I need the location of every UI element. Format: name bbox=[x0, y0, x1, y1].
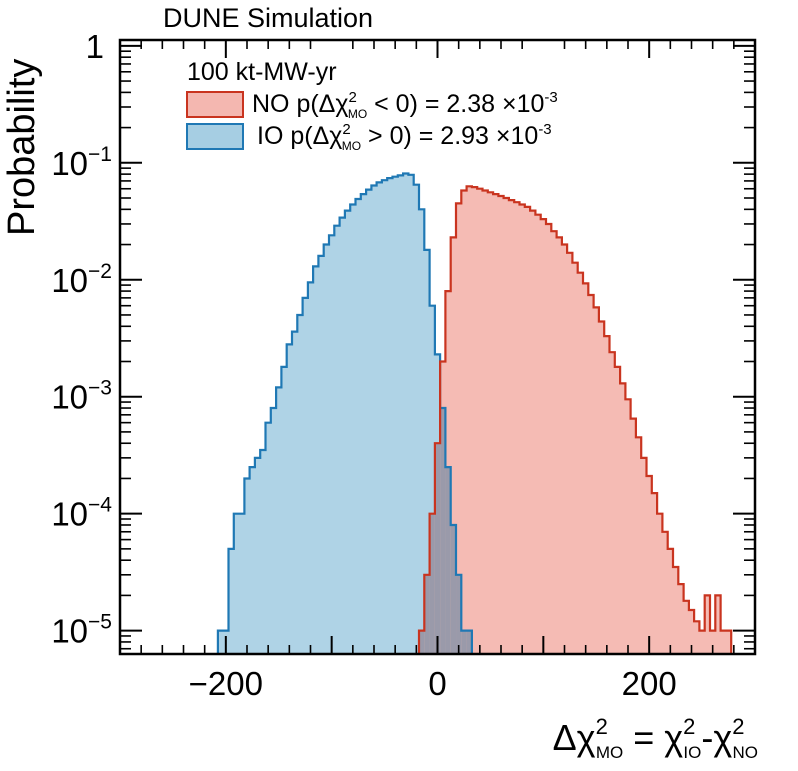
legend-io-pre: IO p(Δχ bbox=[257, 122, 342, 150]
overlap-bin bbox=[434, 443, 441, 654]
legend-io-exp: -3 bbox=[538, 121, 551, 138]
y-tick-exponent: −4 bbox=[88, 494, 112, 517]
legend-swatch-io bbox=[186, 123, 244, 150]
y-tick-label: 1 bbox=[86, 28, 104, 65]
legend-header: 100 kt-MW-yr bbox=[187, 58, 337, 86]
legend-no-sup: 2 bbox=[349, 89, 357, 106]
overlap-bin bbox=[445, 467, 451, 654]
series-no-line bbox=[417, 185, 733, 654]
legend-no-sub: MO bbox=[348, 107, 367, 121]
y-tick-label: 10−5 bbox=[51, 611, 112, 650]
legend-no-pre: NO p(Δχ bbox=[252, 90, 349, 118]
legend-io-sup: 2 bbox=[342, 121, 350, 138]
overlap-bin bbox=[440, 408, 446, 654]
x-tick-label: 200 bbox=[622, 665, 677, 702]
x-axis-label-eq: = χ bbox=[623, 717, 683, 758]
x-axis-label-sup-3: 2 bbox=[732, 714, 744, 739]
overlap-bin bbox=[424, 574, 430, 654]
y-tick-label: 10−2 bbox=[51, 260, 112, 299]
x-axis-label-sup-1: 2 bbox=[596, 714, 608, 739]
legend-no-exp: -3 bbox=[544, 89, 557, 106]
x-tick-label: −200 bbox=[189, 665, 263, 702]
x-axis-label-sup-2: 2 bbox=[683, 714, 695, 739]
legend-swatch-no bbox=[186, 91, 244, 118]
y-tick-base: 10 bbox=[51, 262, 88, 299]
x-axis-label: Δχ2 MO = χ2 IO-χ2 NO bbox=[553, 714, 758, 762]
legend: 100 kt-MW-yr NO p(Δχ2 MO < 0) = 2.38 ×10-… bbox=[186, 58, 558, 153]
x-axis-label-no: NO bbox=[733, 743, 759, 762]
y-tick-base: 10 bbox=[51, 379, 88, 416]
series-io-line bbox=[216, 172, 473, 654]
y-tick-exponent: −3 bbox=[88, 377, 112, 400]
legend-label-io: IO p(Δχ2 MO > 0) = 2.93 ×10-3 bbox=[257, 121, 552, 153]
x-axis-label-delta: Δχ bbox=[553, 717, 596, 758]
legend-no-post: < 0) = 2.38 ×10 bbox=[367, 90, 544, 118]
y-tick-base: 10 bbox=[51, 613, 88, 650]
y-tick-label: 10−4 bbox=[51, 494, 112, 533]
legend-label-no: NO p(Δχ2 MO < 0) = 2.38 ×10-3 bbox=[252, 89, 558, 121]
x-axis-label-dash: -χ bbox=[701, 717, 732, 758]
y-tick-label: 10−3 bbox=[51, 377, 112, 416]
series-no-fill bbox=[419, 186, 732, 655]
overlap-bin bbox=[418, 630, 425, 654]
x-axis-label-mo: MO bbox=[596, 743, 623, 762]
legend-io-sub: MO bbox=[342, 139, 361, 153]
x-axis-label-io: IO bbox=[683, 743, 701, 762]
overlap-bin bbox=[466, 630, 472, 654]
overlap-bin bbox=[456, 574, 462, 654]
x-tick-label: 0 bbox=[428, 665, 446, 702]
overlap-bin bbox=[450, 524, 457, 654]
legend-io-post: > 0) = 2.93 ×10 bbox=[361, 122, 538, 150]
chart-title: DUNE Simulation bbox=[163, 3, 373, 33]
overlap-bin bbox=[461, 630, 467, 654]
y-tick-base: 10 bbox=[51, 145, 88, 182]
y-tick-exponent: −2 bbox=[88, 260, 112, 283]
y-tick-label: 10−1 bbox=[51, 143, 112, 182]
y-tick-exponent: −5 bbox=[88, 611, 112, 634]
series-layer bbox=[216, 172, 733, 655]
y-tick-exponent: −1 bbox=[88, 143, 112, 166]
y-axis-label: Probability bbox=[1, 59, 43, 236]
series-io-fill bbox=[217, 173, 472, 654]
overlap-bin bbox=[429, 513, 435, 654]
y-tick-base: 10 bbox=[51, 496, 88, 533]
